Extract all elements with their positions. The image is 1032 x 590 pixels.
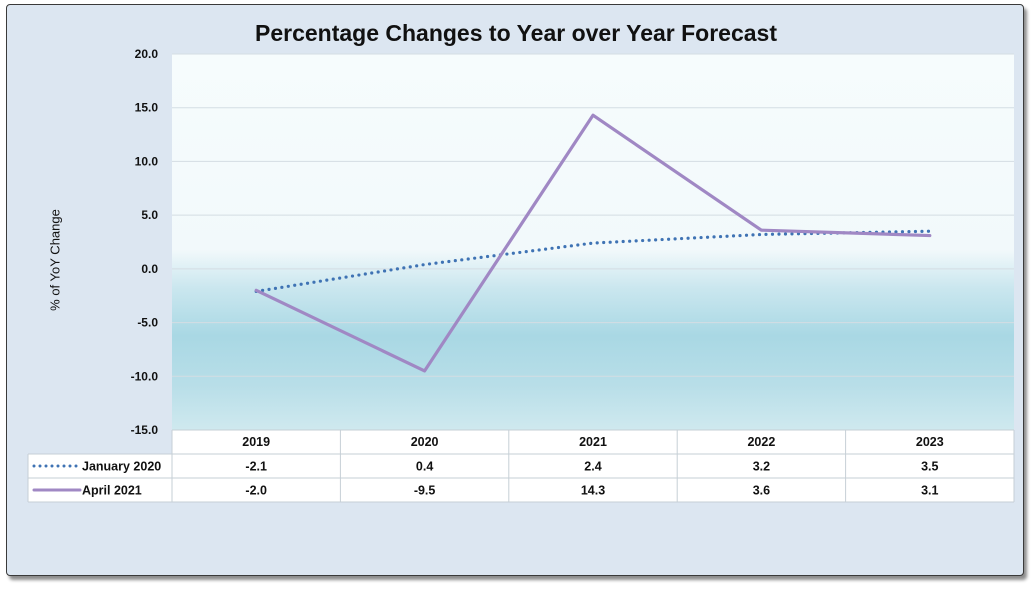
data-label: 2.4 bbox=[584, 460, 601, 474]
legend-label: January 2020 bbox=[82, 460, 161, 474]
y-tick-label: -5.0 bbox=[137, 316, 158, 330]
table-header-row bbox=[172, 430, 1014, 454]
x-category-label: 2020 bbox=[411, 435, 439, 449]
x-category-label: 2019 bbox=[242, 435, 270, 449]
data-label: 0.4 bbox=[416, 460, 433, 474]
data-label: -2.0 bbox=[245, 484, 267, 498]
data-label: 3.1 bbox=[921, 484, 938, 498]
y-tick-label: -15.0 bbox=[131, 423, 159, 437]
y-tick-label: 5.0 bbox=[141, 208, 158, 222]
x-category-label: 2022 bbox=[747, 435, 775, 449]
data-label: -2.1 bbox=[245, 460, 267, 474]
y-tick-label: 10.0 bbox=[135, 154, 159, 168]
chart-title: Percentage Changes to Year over Year For… bbox=[254, 20, 778, 46]
data-label: -9.5 bbox=[414, 484, 436, 498]
y-tick-label: -10.0 bbox=[131, 369, 159, 383]
plot-area bbox=[172, 54, 1014, 430]
x-category-label: 2021 bbox=[579, 435, 607, 449]
data-label: 3.2 bbox=[753, 460, 770, 474]
data-label: 3.5 bbox=[921, 460, 938, 474]
y-tick-label: 15.0 bbox=[135, 101, 159, 115]
y-tick-label: 0.0 bbox=[141, 262, 158, 276]
y-tick-label: 20.0 bbox=[135, 47, 159, 61]
legend-label: April 2021 bbox=[82, 484, 142, 498]
x-category-label: 2023 bbox=[916, 435, 944, 449]
data-label: 3.6 bbox=[753, 484, 770, 498]
data-label: 14.3 bbox=[581, 484, 605, 498]
